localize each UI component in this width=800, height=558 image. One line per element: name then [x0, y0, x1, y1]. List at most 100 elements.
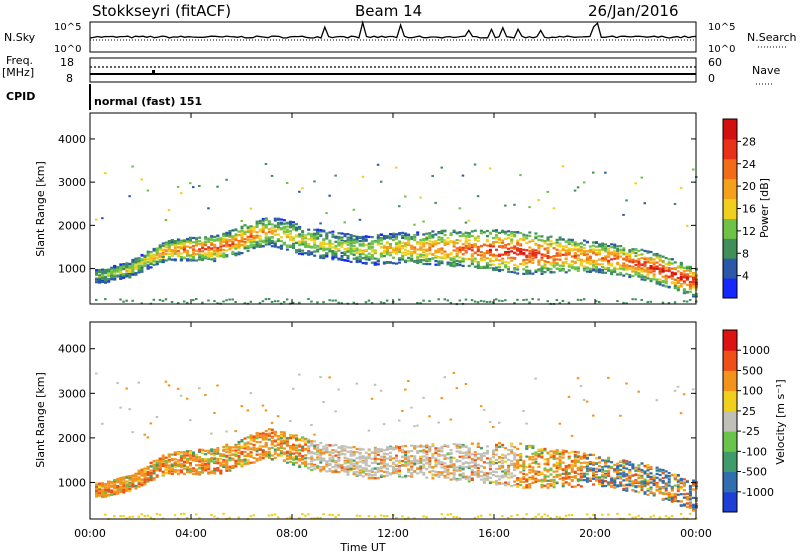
scatter-cell — [316, 301, 319, 303]
scatter-cell — [465, 466, 468, 468]
scatter-cell — [156, 460, 159, 462]
scatter-cell — [122, 489, 125, 491]
scatter-cell — [586, 256, 589, 258]
scatter-cell — [195, 469, 198, 471]
scatter-cell — [634, 249, 637, 251]
scatter-cell — [259, 220, 262, 222]
scatter-cell — [259, 453, 262, 455]
scatter-cell — [107, 494, 110, 496]
scatter-cell — [341, 445, 344, 447]
scatter-cell — [331, 243, 334, 245]
scatter-cell — [347, 469, 350, 471]
scatter-cell — [301, 447, 304, 449]
scatter-cell — [159, 461, 162, 463]
scatter-cell — [562, 165, 565, 167]
scatter-cell — [225, 243, 228, 245]
scatter-cell — [225, 468, 228, 470]
scatter-cell — [186, 459, 189, 461]
scatter-cell — [522, 259, 525, 261]
scatter-cell — [459, 235, 462, 237]
scatter-cell — [283, 442, 286, 444]
scatter-cell — [401, 242, 404, 244]
scatter-cell — [356, 451, 359, 453]
scatter-cell — [331, 466, 334, 468]
scatter-cell — [292, 245, 295, 247]
scatter-cell — [656, 262, 659, 264]
scatter-cell — [689, 288, 692, 290]
scatter-cell — [250, 392, 253, 394]
scatter-cell — [650, 271, 653, 273]
scatter-cell — [468, 243, 471, 245]
scatter-cell — [122, 482, 125, 484]
scatter-cell — [286, 249, 289, 251]
scatter-cell — [353, 235, 356, 237]
scatter-cell — [383, 459, 386, 461]
scatter-cell — [253, 245, 256, 247]
freq-tick-top: 18 — [60, 56, 74, 69]
scatter-cell — [407, 257, 410, 259]
scatter-cell — [583, 181, 586, 183]
scatter-cell — [395, 236, 398, 238]
scatter-cell — [210, 244, 213, 246]
scatter-cell — [207, 463, 210, 465]
scatter-cell — [341, 453, 344, 455]
scatter-cell — [583, 250, 586, 252]
scatter-cell — [541, 259, 544, 261]
scatter-cell — [313, 448, 316, 450]
scatter-cell — [113, 265, 116, 267]
scatter-cell — [571, 260, 574, 262]
scatter-cell — [501, 245, 504, 247]
scatter-cell — [468, 452, 471, 454]
scatter-cell — [459, 251, 462, 253]
scatter-cell — [525, 262, 528, 264]
scatter-cell — [574, 245, 577, 247]
scatter-cell — [447, 514, 450, 516]
scatter-cell — [410, 248, 413, 250]
scatter-cell — [341, 257, 344, 259]
scatter-cell — [507, 261, 510, 263]
scatter-cell — [550, 268, 553, 270]
scatter-cell — [180, 256, 183, 258]
scatter-cell — [231, 246, 234, 248]
scatter-cell — [374, 455, 377, 457]
scatter-cell — [286, 222, 289, 224]
y-tick-label: 3000 — [58, 176, 86, 189]
scatter-cell — [641, 278, 644, 280]
scatter-cell — [334, 300, 337, 302]
scatter-cell — [262, 454, 265, 456]
scatter-cell — [271, 454, 274, 456]
scatter-cell — [407, 260, 410, 262]
scatter-cell — [189, 458, 192, 460]
scatter-cell — [507, 254, 510, 256]
scatter-cell — [134, 272, 137, 274]
scatter-cell — [331, 452, 334, 454]
scatter-cell — [474, 459, 477, 461]
scatter-cell — [183, 473, 186, 475]
scatter-cell — [234, 301, 237, 303]
scatter-cell — [628, 276, 631, 278]
scatter-cell — [174, 469, 177, 471]
scatter-cell — [147, 267, 150, 269]
scatter-cell — [556, 268, 559, 270]
scatter-cell — [101, 489, 104, 491]
scatter-cell — [383, 255, 386, 257]
scatter-cell — [525, 242, 528, 244]
scatter-cell — [604, 258, 607, 260]
scatter-cell — [365, 473, 368, 475]
nave-tick-top: 60 — [708, 56, 722, 69]
scatter-cell — [441, 231, 444, 233]
scatter-cell — [271, 242, 274, 244]
scatter-cell — [222, 245, 225, 247]
scatter-cell — [416, 425, 419, 427]
scatter-cell — [150, 479, 153, 481]
scatter-cell — [353, 258, 356, 260]
scatter-cell — [398, 474, 401, 476]
scatter-cell — [213, 247, 216, 249]
scatter-cell — [362, 475, 365, 477]
scatter-cell — [453, 263, 456, 265]
scatter-cell — [125, 388, 128, 390]
scatter-cell — [325, 462, 328, 464]
scatter-cell — [110, 485, 113, 487]
scatter-cell — [310, 444, 313, 446]
scatter-cell — [198, 185, 201, 187]
